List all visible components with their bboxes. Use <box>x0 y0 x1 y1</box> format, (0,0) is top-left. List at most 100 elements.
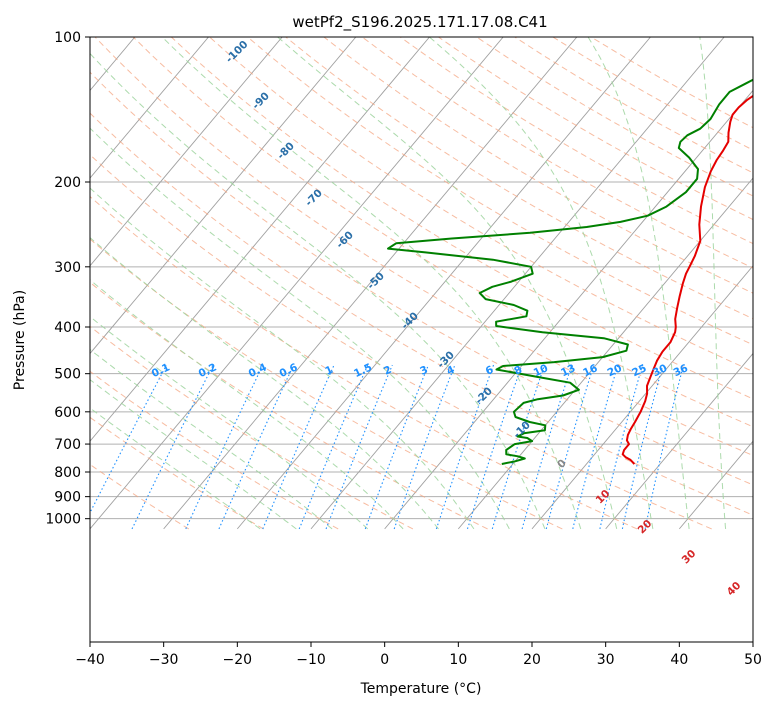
dry-adiabat-line <box>90 153 712 530</box>
mixing-ratio-label: 4 <box>445 364 457 378</box>
x-tick-label: −20 <box>223 652 253 668</box>
mixing-ratio-label: 36 <box>672 362 690 379</box>
mixing-ratio-line <box>262 364 335 530</box>
isotherm-line <box>457 177 753 530</box>
x-tick-label: −40 <box>75 652 105 668</box>
mixing-ratio-line <box>185 364 264 530</box>
mixing-ratio-line <box>521 364 573 530</box>
x-tick-label: −10 <box>296 652 326 668</box>
dry-adiabat-line <box>90 112 753 516</box>
mixing-ratio-line <box>218 364 295 530</box>
dry-adiabat-line <box>90 195 638 530</box>
moist-adiabat-line <box>90 187 475 530</box>
isotherm-line <box>90 37 283 267</box>
moist-adiabat-line <box>90 52 546 530</box>
mixing-ratio-label: 2 <box>382 364 394 378</box>
moist-adiabat-line <box>429 37 654 529</box>
dry-adiabat-line <box>132 37 753 428</box>
isotherm-line <box>384 89 753 530</box>
y-tick-label: 600 <box>54 405 81 421</box>
mixing-ratio-line <box>599 364 644 530</box>
mixing-ratio-label: 30 <box>651 362 669 379</box>
x-tick-label: −30 <box>149 652 179 668</box>
y-tick-label: 500 <box>54 367 81 383</box>
x-tick-label: 0 <box>380 652 389 668</box>
y-tick-label: 200 <box>54 175 81 191</box>
moist-adiabat-line <box>277 37 618 529</box>
x-axis-label: Temperature (°C) <box>360 681 482 697</box>
y-tick-label: 800 <box>54 465 81 481</box>
profile-lines <box>387 78 753 465</box>
mixing-ratio-line <box>572 364 619 530</box>
isotherm-line <box>605 352 753 530</box>
mixing-ratio-line <box>435 364 495 530</box>
background-lines <box>90 37 753 530</box>
y-tick-label: 300 <box>54 260 81 276</box>
mixing-ratio-label: 10 <box>532 362 550 379</box>
x-tick-label: 40 <box>670 652 688 668</box>
mixing-ratio-line <box>325 364 393 530</box>
mixing-ratio-label: 16 <box>581 362 599 379</box>
dry-adiabat-line <box>90 281 488 530</box>
moist-adiabat-line <box>587 37 690 529</box>
dry-adiabat-line <box>94 37 753 457</box>
x-tick-label: 10 <box>449 652 467 668</box>
isotherm-line <box>310 37 725 530</box>
mixing-ratio-line <box>621 364 664 530</box>
moist-adiabat-line <box>90 348 333 530</box>
mixing-ratio-line <box>466 364 523 530</box>
dry-adiabat-line <box>285 37 753 320</box>
y-tick-label: 100 <box>54 30 81 46</box>
mixing-ratio-line <box>644 364 685 530</box>
isotherm-line <box>90 37 357 355</box>
mixing-ratio-label: 25 <box>630 362 648 379</box>
moist-adiabat-line <box>90 127 510 530</box>
moist-adiabat-line <box>90 315 369 530</box>
x-axis: −40 −30 −20 −10 0 10 20 30 40 50 <box>75 642 762 668</box>
moist-adiabat-line <box>90 237 439 530</box>
moist-adiabat-line <box>699 37 727 529</box>
dry-adiabat-line <box>399 37 753 245</box>
mixing-ratio-label: 1 <box>323 364 335 378</box>
dry-adiabat-line <box>90 370 339 530</box>
y-tick-label: 1000 <box>45 512 81 528</box>
y-tick-label: 900 <box>54 490 81 506</box>
moist-adiabat-line <box>90 379 297 530</box>
mixing-ratio-label: 8 <box>512 364 524 378</box>
mixing-ratio-line <box>298 364 369 530</box>
mixing-ratio-label: 13 <box>559 362 577 379</box>
isotherm-line <box>163 37 578 530</box>
chart-title: wetPf2_S196.2025.171.17.08.C41 <box>292 13 547 32</box>
dry-adiabat-line <box>323 37 753 294</box>
isotherm-line <box>531 265 753 530</box>
y-axis: 100 200 300 400 500 600 700 800 900 1000 <box>45 30 90 528</box>
isotherm-line <box>236 37 651 530</box>
dry-adiabat-line <box>90 325 414 530</box>
moist-adiabat-line <box>161 37 582 530</box>
isotherm-line <box>90 37 430 442</box>
x-tick-label: 20 <box>523 652 541 668</box>
mixing-ratio-line <box>393 364 456 530</box>
mixing-ratio-line <box>364 364 429 530</box>
y-axis-label: Pressure (hPa) <box>12 290 28 390</box>
dewpoint-profile-line <box>387 78 753 465</box>
dry-adiabat-line <box>90 238 563 530</box>
mixing-ratio-label: 3 <box>418 364 430 378</box>
isotherm-line <box>678 440 753 530</box>
mixing-ratio-line <box>545 364 595 530</box>
isotherm-line <box>90 37 504 530</box>
y-tick-label: 400 <box>54 320 81 336</box>
plot-frame <box>89 36 754 643</box>
temperature-profile-line <box>621 94 753 465</box>
mixing-ratio-label: 20 <box>606 362 624 379</box>
x-tick-label: 30 <box>597 652 615 668</box>
dry-adiabat-line <box>90 463 190 530</box>
dry-adiabat-line <box>90 71 753 486</box>
x-tick-label: 50 <box>744 652 762 668</box>
y-tick-label: 700 <box>54 437 81 453</box>
isotherm-line <box>90 37 209 179</box>
mixing-ratio-line <box>131 364 214 530</box>
mixing-ratio-label: 6 <box>484 364 496 378</box>
